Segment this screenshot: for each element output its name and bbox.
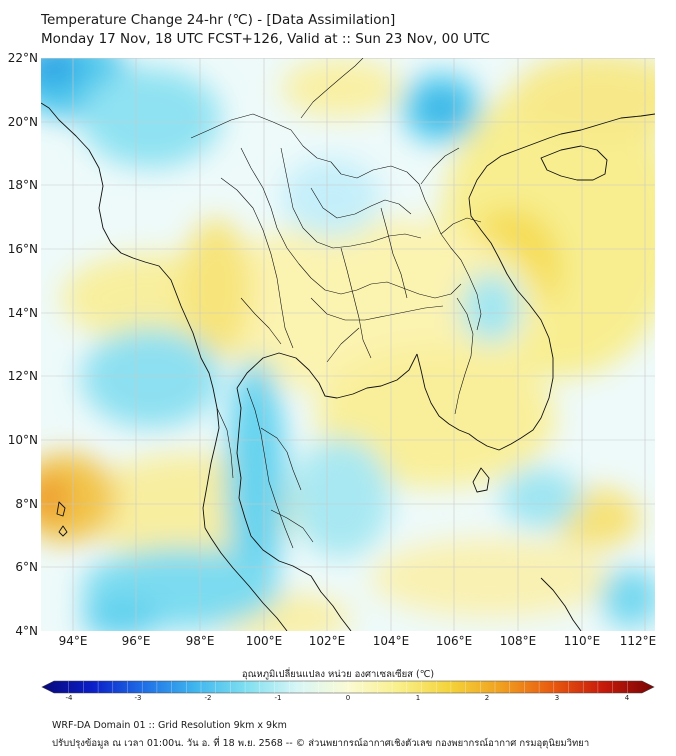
footer-credit: ปรับปรุงข้อมูล ณ เวลา 01:00น. วัน อ. ที่…	[52, 738, 590, 749]
lat-label: 12°N	[7, 369, 38, 383]
lon-label: 98°E	[185, 634, 215, 648]
footer-model-info: WRF-DA Domain 01 :: Grid Resolution 9km …	[52, 720, 287, 731]
lat-label: 6°N	[15, 560, 38, 574]
lon-label: 106°E	[435, 634, 473, 648]
lat-label: 18°N	[7, 178, 38, 192]
lat-label: 10°N	[7, 433, 38, 447]
coastlines	[41, 102, 655, 631]
map-canvas	[41, 58, 655, 631]
lon-label: 104°E	[372, 634, 410, 648]
province-borders	[190, 58, 482, 549]
lat-label: 22°N	[7, 51, 38, 65]
colorbar-tick-label: 2	[484, 694, 490, 702]
temperature-field	[41, 58, 655, 631]
lat-label: 20°N	[7, 115, 38, 129]
colorbar-tick-label: 1	[415, 694, 421, 702]
lon-label: 94°E	[58, 634, 88, 648]
colorbar-tick-label: -3	[134, 694, 142, 702]
lat-label: 16°N	[7, 242, 38, 256]
lon-label: 108°E	[499, 634, 537, 648]
lon-label: 102°E	[308, 634, 346, 648]
graticule	[41, 58, 655, 631]
colorbar	[41, 680, 655, 694]
lon-label: 100°E	[245, 634, 283, 648]
colorbar-tick-label: 4	[624, 694, 630, 702]
colorbar-tick-label: 3	[554, 694, 560, 702]
lon-label: 112°E	[619, 634, 657, 648]
colorbar-title: อุณหภูมิเปลี่ยนแปลง หน่วย องศาเซลเซียส (…	[241, 669, 435, 680]
colorbar-tick-label: -2	[204, 694, 212, 702]
map-subtitle: Monday 17 Nov, 18 UTC FCST+126, Valid at…	[41, 31, 490, 47]
colorbar-tick-label: -1	[274, 694, 282, 702]
lat-label: 14°N	[7, 306, 38, 320]
colorbar-tick-label: -4	[65, 694, 73, 702]
lat-label: 8°N	[15, 497, 38, 511]
temperature-change-map[interactable]	[41, 58, 655, 631]
lon-label: 110°E	[563, 634, 601, 648]
map-title: Temperature Change 24-hr (℃) - [Data Ass…	[41, 12, 396, 28]
lon-label: 96°E	[121, 634, 151, 648]
colorbar-tick-label: 0	[345, 694, 351, 702]
lat-label: 4°N	[15, 624, 38, 638]
